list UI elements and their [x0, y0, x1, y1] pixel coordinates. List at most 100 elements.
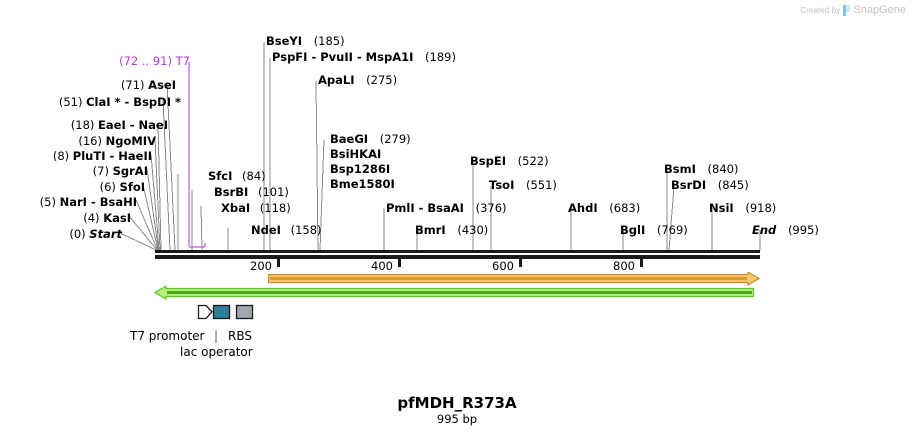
label-position: (0)	[69, 227, 86, 241]
label-enzyme: PmlI - BsaAI	[386, 201, 464, 215]
label-sfci[interactable]: SfcI (84)	[208, 170, 266, 182]
label-position: (275)	[366, 73, 398, 87]
label-end[interactable]: End (995)	[752, 224, 819, 236]
watermark-prefix: Created by	[800, 5, 841, 15]
ruler-tick-400	[398, 259, 401, 267]
legend-separator: |	[214, 329, 219, 343]
label-enzyme: BaeGI	[330, 132, 369, 146]
label-position: (279)	[379, 132, 411, 146]
label-enzyme: BglI	[620, 223, 646, 237]
label-position: (376)	[475, 201, 507, 215]
label-enzyme: AhdI	[568, 201, 598, 215]
label-bme1580i-line: Bme1580I	[330, 177, 395, 191]
label-position: (430)	[457, 223, 489, 237]
label-position: (522)	[517, 154, 549, 168]
label-position: (185)	[313, 34, 345, 48]
label-tsoi[interactable]: TsoI (551)	[489, 179, 557, 191]
label-bspei[interactable]: BspEI (522)	[470, 155, 549, 167]
ruler-tick-800	[640, 259, 643, 267]
label-position: (18)	[70, 118, 95, 132]
label-enzyme: PluTI - HaeII	[72, 149, 152, 163]
label-clai-bspdi[interactable]: (51) ClaI * - BspDI *	[0, 96, 181, 108]
label-bgli[interactable]: BglI (769)	[620, 224, 688, 236]
label-enzyme: NarI - BsaHI	[59, 195, 137, 209]
sequence-backbone-top	[155, 250, 760, 253]
label-position: (84)	[242, 169, 266, 183]
label-position: (845)	[717, 178, 749, 192]
ruler-label-400: 400	[371, 259, 393, 273]
label-bmri[interactable]: BmrI (430)	[415, 224, 488, 236]
label-apali[interactable]: ApaLI (275)	[318, 74, 397, 86]
label-enzyme: BseYI	[266, 34, 303, 48]
label-enzyme: ClaI * - BspDI *	[86, 95, 181, 109]
page-title: pfMDH_R373A	[397, 394, 517, 412]
label-eaei-naei[interactable]: (18) EaeI - NaeI	[0, 119, 168, 131]
label-bsrdi[interactable]: BsrDI (845)	[671, 179, 749, 191]
label-xbai[interactable]: XbaI (118)	[221, 202, 291, 214]
label-position: (551)	[526, 178, 557, 192]
label-position: (51)	[58, 95, 83, 109]
label-sgrai[interactable]: (7) SgrAI	[0, 165, 148, 177]
label-pluti-haeii[interactable]: (8) PluTI - HaeII	[0, 150, 152, 162]
label-position: (158)	[290, 223, 322, 237]
label-enzyme: BsrDI	[671, 178, 707, 192]
label-sfoi[interactable]: (6) SfoI	[0, 181, 145, 193]
label-t7-promoter[interactable]: (72 .. 91) T7	[0, 55, 190, 67]
label-start[interactable]: (0) Start	[0, 228, 122, 240]
label-enzyme: TsoI	[489, 178, 515, 192]
label-enzyme: BsrBI	[214, 185, 249, 199]
label-nsii[interactable]: NsiI (918)	[709, 202, 776, 214]
label-position: (72 .. 91)	[119, 54, 172, 68]
label-position: (995)	[787, 223, 819, 237]
label-bseyi[interactable]: BseYI (185)	[266, 35, 345, 47]
label-position: (918)	[745, 201, 777, 215]
ruler-label-600: 600	[492, 259, 514, 273]
label-position: (101)	[257, 185, 289, 199]
label-enzyme: End	[752, 223, 777, 237]
label-ndei[interactable]: NdeI (158)	[251, 224, 322, 236]
label-pmli-bsaai[interactable]: PmlI - BsaAI (376)	[386, 202, 507, 214]
label-enzyme: ApaLI	[318, 73, 355, 87]
label-position: (8)	[52, 149, 70, 163]
label-enzyme: EaeI - NaeI	[98, 118, 168, 132]
backbone-green-arrow[interactable]	[154, 286, 754, 300]
ruler-tick-600	[519, 259, 522, 267]
legend-t7-promoter[interactable]: T7 promoter	[130, 329, 205, 343]
legend-lac-operator[interactable]: lac operator	[180, 345, 253, 359]
legend-rbs[interactable]: RBS	[228, 329, 252, 343]
ruler-tick-200	[277, 259, 280, 267]
label-bsmi[interactable]: BsmI (840)	[664, 163, 738, 175]
label-enzyme: AseI	[148, 78, 176, 92]
label-pspfi-pvuii-mspa1i[interactable]: PspFI - PvuII - MspA1I (189)	[272, 51, 456, 63]
watermark-brand: SnapGene	[853, 4, 906, 16]
label-position: (840)	[707, 162, 739, 176]
ruler-label-800: 800	[613, 259, 635, 273]
label-asei[interactable]: (71) AseI	[0, 79, 176, 91]
label-ngomiv[interactable]: (16) NgoMIV	[0, 135, 156, 147]
label-baegi-group[interactable]: BaeGI (279) BsiHKAI Bsp1286I Bme1580I	[330, 133, 411, 190]
label-enzyme: NsiI	[709, 201, 734, 215]
label-enzyme: BmrI	[415, 223, 446, 237]
cds-orange-arrow[interactable]	[268, 272, 760, 286]
label-enzyme: T7	[175, 54, 190, 68]
label-bsihkai-line: BsiHKAI	[330, 147, 382, 161]
label-nari-bsahi[interactable]: (5) NarI - BsaHI	[0, 196, 137, 208]
snapgene-flag-icon	[843, 4, 851, 16]
label-enzyme: SgrAI	[112, 164, 148, 178]
label-baegi-line: BaeGI (279)	[330, 133, 411, 145]
label-bsp1286i-line: Bsp1286I	[330, 162, 391, 176]
label-enzyme: PspFI - PvuII - MspA1I	[272, 50, 414, 64]
label-enzyme: NgoMIV	[105, 134, 156, 148]
label-bsrbi[interactable]: BsrBI (101)	[214, 186, 289, 198]
label-position: (5)	[39, 195, 56, 209]
label-enzyme: NdeI	[251, 223, 281, 237]
label-position: (118)	[259, 201, 291, 215]
label-position: (16)	[78, 134, 102, 148]
sequence-backbone-bottom	[155, 255, 760, 259]
label-kasi[interactable]: (4) KasI	[0, 212, 131, 224]
label-position: (7)	[92, 164, 109, 178]
label-position: (189)	[425, 50, 456, 64]
feature-glyph-row	[196, 302, 262, 326]
label-ahdi[interactable]: AhdI (683)	[568, 202, 640, 214]
